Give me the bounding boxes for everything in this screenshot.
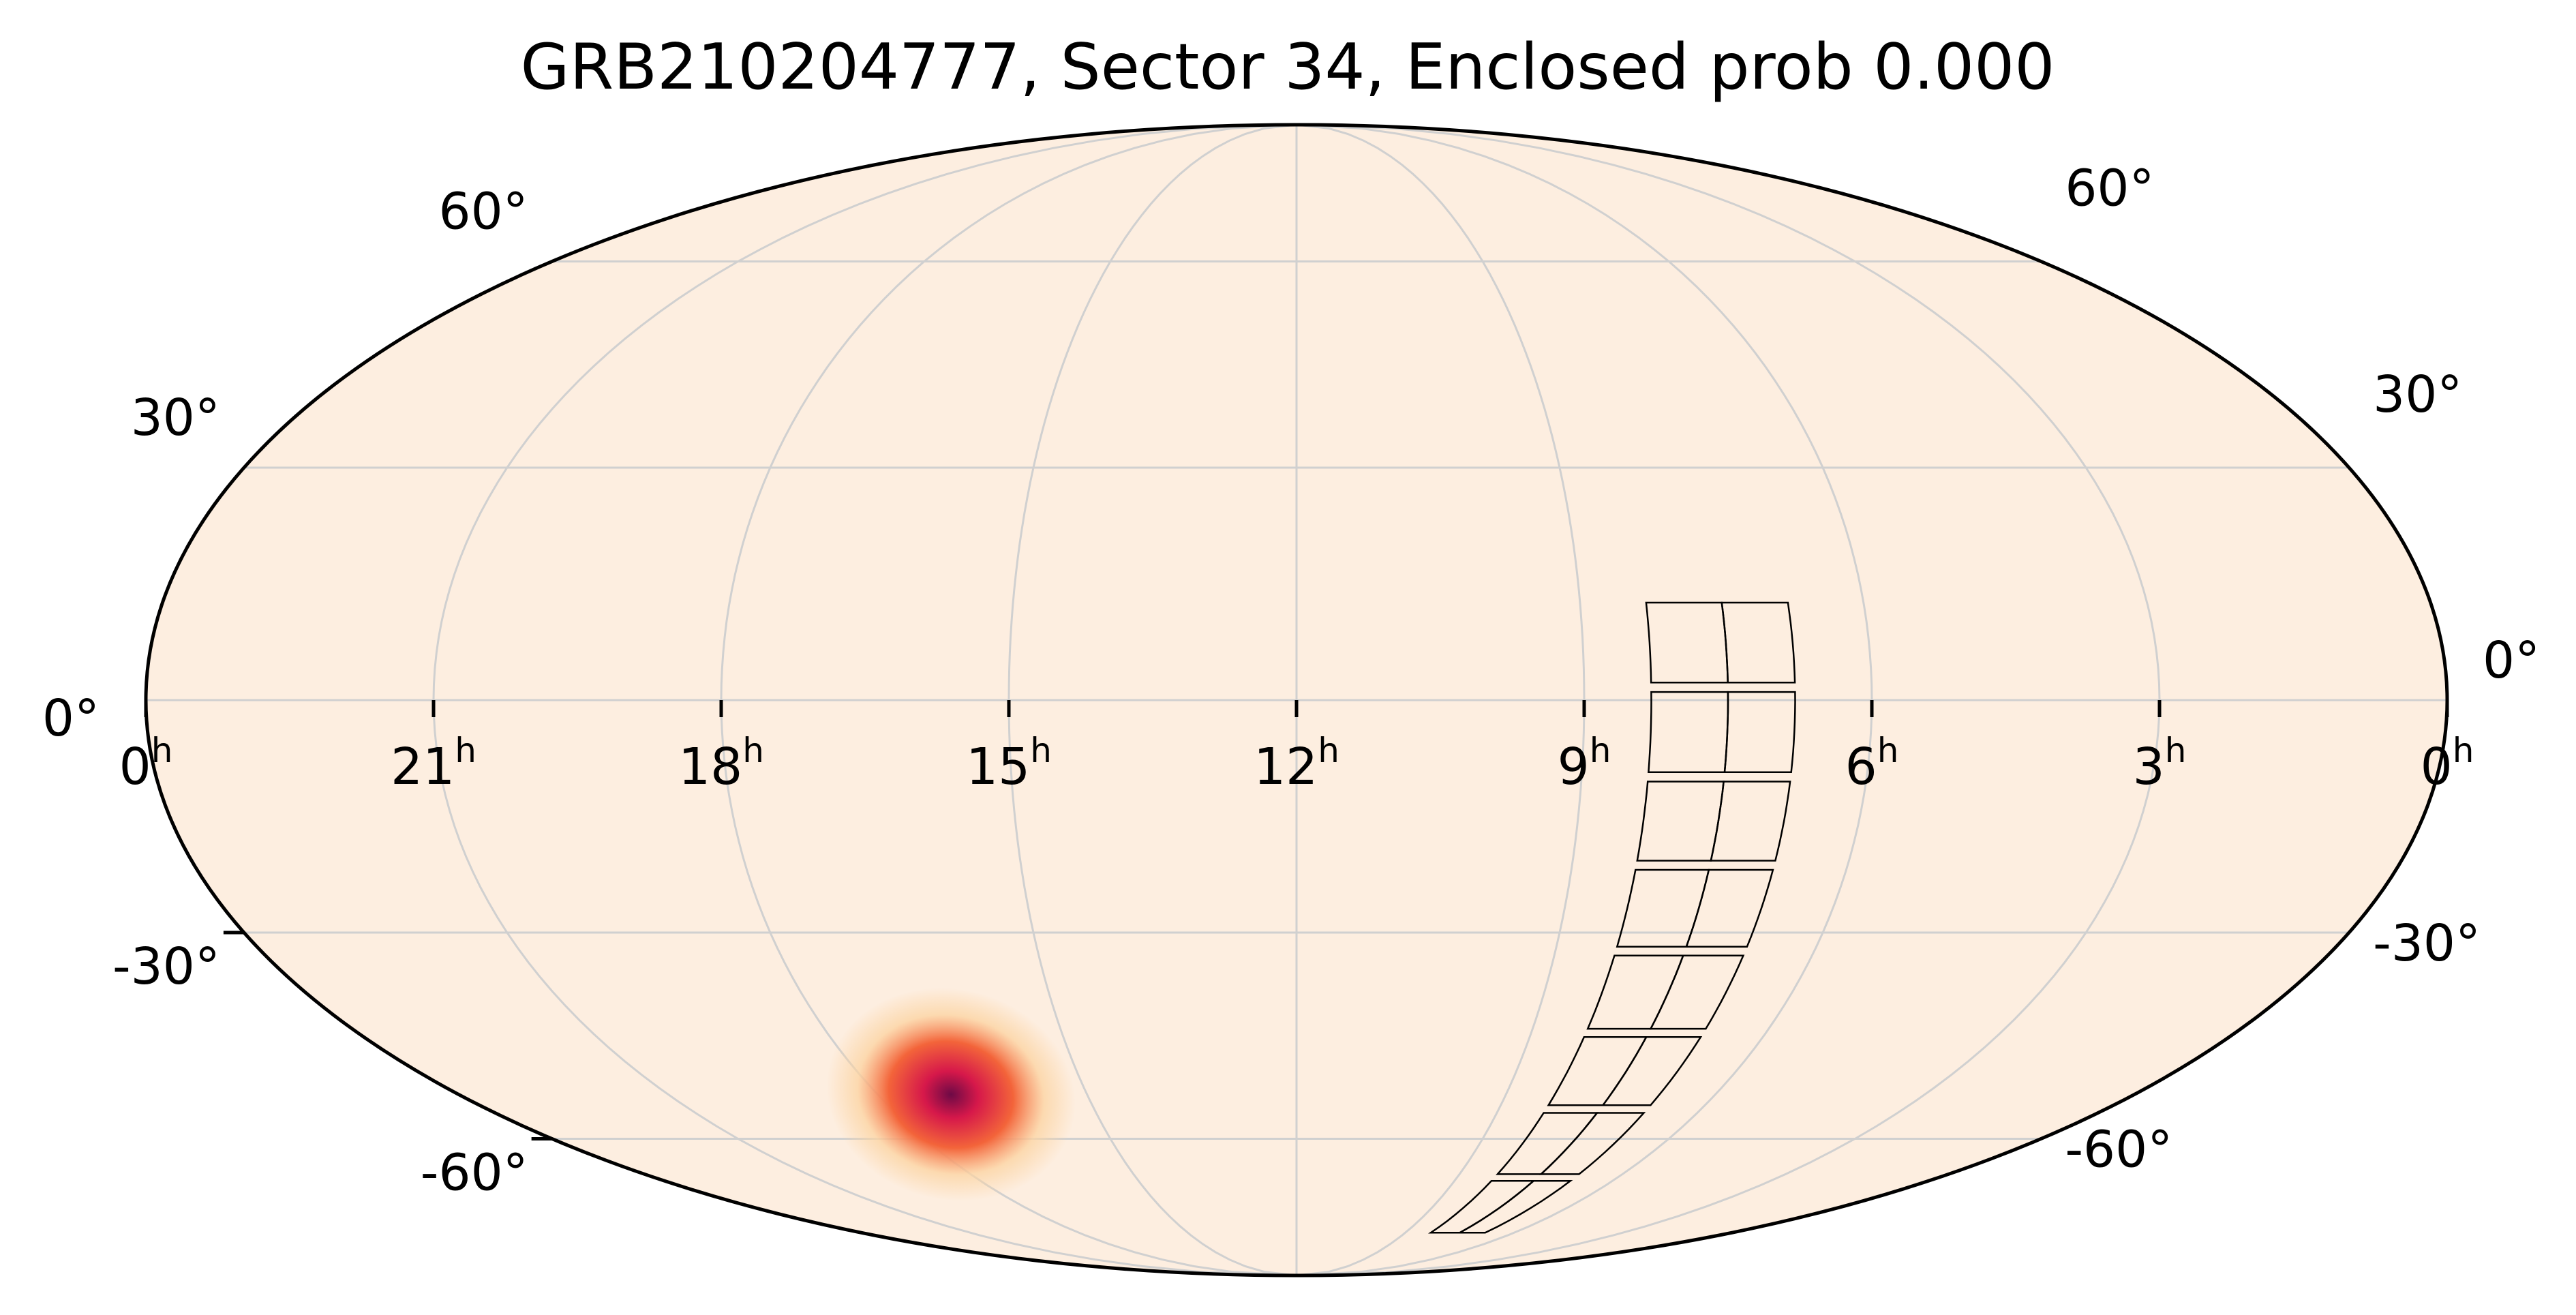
ra-tick-unit: h bbox=[1030, 731, 1052, 770]
ra-tick-unit: h bbox=[151, 731, 173, 770]
ccd-outline-cam2-row2 bbox=[1723, 691, 1796, 773]
ccd-outline-cam2-row5 bbox=[1649, 954, 1745, 1030]
dec-tick-label-left: -30° bbox=[112, 937, 220, 996]
ra-tick-unit: h bbox=[1318, 731, 1339, 770]
dec-tick-label-right: 30° bbox=[2373, 365, 2462, 424]
ra-tick-unit: h bbox=[742, 731, 764, 770]
dec-tick-label-right: 60° bbox=[2065, 160, 2154, 218]
ra-tick-label: 0h bbox=[2421, 731, 2474, 796]
chart-title: GRB210204777, Sector 34, Enclosed prob 0… bbox=[521, 30, 2055, 104]
probability-heatmap bbox=[826, 988, 1076, 1202]
ccd-outline-cam2-row8 bbox=[1456, 1180, 1573, 1234]
ccd-outline-cam2-row3 bbox=[1710, 781, 1791, 862]
ra-tick-unit: h bbox=[1877, 731, 1899, 770]
ccd-outline-cam2-row1 bbox=[1721, 601, 1796, 684]
probability-peak bbox=[826, 988, 1076, 1202]
ra-tick-label: 9h bbox=[1558, 731, 1611, 796]
ra-tick-unit: h bbox=[1590, 731, 1611, 770]
ccd-outline-cam2-row6 bbox=[1601, 1036, 1703, 1106]
ccd-outline-cam2-row4 bbox=[1685, 868, 1774, 948]
dec-tick-label-left: 0° bbox=[42, 689, 100, 748]
dec-tick-label-left: 30° bbox=[131, 389, 220, 447]
ccd-outline-cam2-row7 bbox=[1539, 1112, 1646, 1175]
dec-tick-label-left: -60° bbox=[421, 1143, 528, 1202]
axis-ticks bbox=[144, 700, 2449, 1140]
ra-tick-unit: h bbox=[2453, 731, 2474, 770]
dec-tick-label-right: -30° bbox=[2373, 914, 2481, 973]
dec-tick-label-right: 0° bbox=[2483, 631, 2540, 690]
dec-tick-label-left: 60° bbox=[438, 183, 528, 241]
ra-tick-unit: h bbox=[2165, 731, 2187, 770]
ra-tick-label: 0h bbox=[119, 731, 173, 796]
ra-tick-unit: h bbox=[455, 731, 476, 770]
dec-tick-label-right: -60° bbox=[2065, 1120, 2172, 1179]
tess-sector-footprint bbox=[1427, 601, 1796, 1234]
